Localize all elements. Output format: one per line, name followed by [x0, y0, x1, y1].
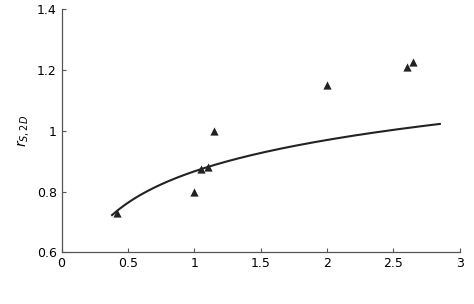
Point: [210, 128, 218, 133]
Y-axis label: $r_{S, 2D}$: $r_{S, 2D}$: [15, 115, 31, 147]
Point: [191, 189, 198, 194]
Point: [410, 60, 417, 65]
Point: [323, 83, 331, 88]
Point: [403, 64, 410, 69]
Point: [197, 166, 205, 171]
Point: [114, 210, 121, 215]
Point: [204, 165, 211, 170]
